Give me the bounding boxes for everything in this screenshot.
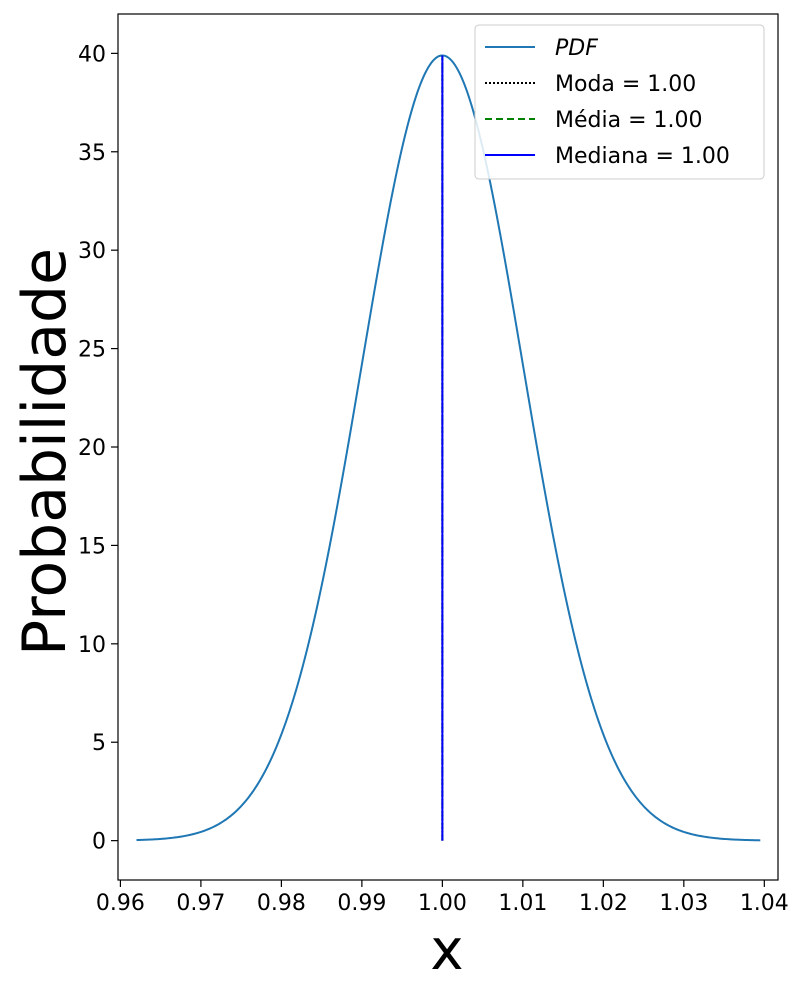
legend-box	[474, 24, 765, 180]
plot-layer	[136, 54, 761, 842]
y-tick-label: 35	[78, 141, 106, 166]
legend-label: PDF	[555, 36, 598, 61]
y-tick-label: 5	[92, 731, 106, 756]
y-tick-label: 25	[78, 338, 106, 363]
y-tick-label: 30	[78, 239, 106, 264]
x-tick-label: 1.04	[740, 891, 789, 916]
x-axis-label: x	[430, 918, 463, 983]
x-tick-label: 1.00	[418, 891, 467, 916]
y-tick-label: 15	[78, 534, 106, 559]
y-ticks: 0 5 10 15 20 25 30 35 40	[78, 42, 118, 855]
legend-label: Média = 1.00	[555, 108, 702, 133]
y-tick-label: 0	[92, 830, 106, 855]
y-tick-label: 40	[78, 42, 106, 67]
legend-label: Moda = 1.00	[555, 72, 696, 97]
pdf-curve	[136, 54, 761, 842]
legend-label: Mediana = 1.00	[555, 144, 730, 169]
x-tick-label: 0.99	[337, 891, 386, 916]
legend: PDF Moda = 1.00 Média = 1.00 Mediana = 1.00	[474, 24, 765, 180]
x-tick-label: 1.02	[579, 891, 628, 916]
y-axis-label: Probabilidade	[10, 248, 80, 656]
x-tick-label: 0.98	[257, 891, 306, 916]
x-tick-label: 1.03	[659, 891, 708, 916]
x-tick-label: 0.96	[96, 891, 145, 916]
y-tick-label: 20	[78, 436, 106, 461]
y-tick-label: 10	[78, 633, 106, 658]
x-tick-label: 1.01	[498, 891, 547, 916]
x-tick-label: 0.97	[176, 891, 225, 916]
x-ticks: 0.96 0.97 0.98 0.99 1.00 1.01 1.02 1.03 1.04	[96, 880, 789, 916]
